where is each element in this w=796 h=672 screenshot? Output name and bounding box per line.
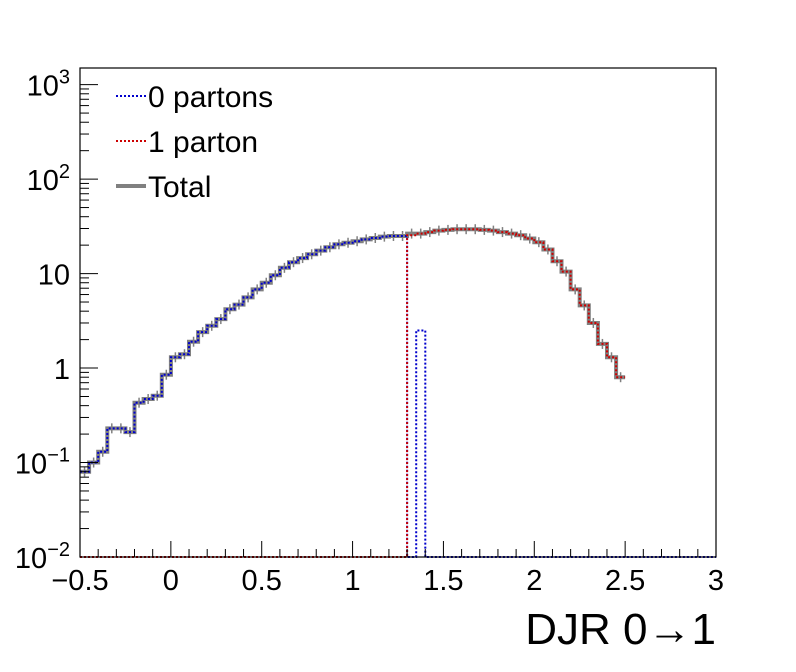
y-tick-label: 103 bbox=[27, 67, 70, 103]
legend-entry-total: Total bbox=[116, 171, 211, 204]
series-0-partons bbox=[80, 235, 716, 558]
y-tick-label: 10−2 bbox=[15, 539, 70, 575]
x-tick-label: 3 bbox=[708, 565, 724, 597]
legend-label: 0 partons bbox=[148, 81, 273, 114]
legend-label: 1 parton bbox=[148, 126, 258, 159]
y-tick-label: 10−1 bbox=[15, 445, 70, 481]
legend: 0 partons 1 parton Total bbox=[116, 81, 273, 204]
x-tick-label: 2.5 bbox=[605, 565, 645, 597]
y-tick-label: 1 bbox=[54, 354, 70, 386]
x-tick-label: 1.5 bbox=[423, 565, 463, 597]
legend-entry-0-partons: 0 partons bbox=[116, 81, 273, 114]
x-axis-title: DJR 0→1 bbox=[525, 605, 716, 654]
x-tick-label: 2 bbox=[526, 565, 542, 597]
series-line-total bbox=[80, 227, 626, 474]
x-tick-label: −0.5 bbox=[51, 565, 108, 597]
y-tick-labels: 10−2 10−1 1 10 102 103 bbox=[15, 67, 70, 575]
x-tick-labels: −0.5 0 0.5 1 1.5 2 2.5 3 bbox=[51, 565, 724, 597]
y-tick-label: 10 bbox=[38, 260, 70, 292]
y-tick-label: 102 bbox=[27, 161, 70, 197]
plot-frame bbox=[79, 67, 717, 558]
x-tick-label: 1 bbox=[345, 565, 361, 597]
x-tick-label: 0.5 bbox=[242, 565, 282, 597]
series-line-0-partons bbox=[80, 235, 716, 558]
data-layer bbox=[80, 224, 716, 558]
axis-ticks bbox=[79, 84, 717, 558]
legend-entry-1-parton: 1 parton bbox=[116, 126, 258, 159]
x-tick-label: 0 bbox=[163, 565, 179, 597]
series-total bbox=[80, 224, 626, 477]
legend-label: Total bbox=[148, 171, 211, 204]
